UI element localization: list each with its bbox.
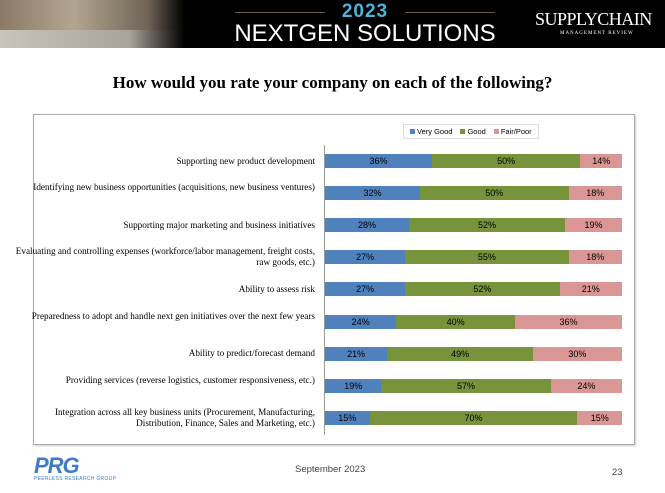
legend-label: Good [467, 127, 486, 136]
category-label: Integration across all key business unit… [55, 406, 315, 428]
legend-item: Fair/Poor [493, 127, 532, 136]
bar-good: 57% [381, 378, 551, 393]
category-label: Providing services (reverse logistics, c… [65, 374, 315, 385]
bar-fair-poor: 24% [550, 378, 622, 393]
bar-fair-poor: 21% [559, 282, 622, 297]
bar-very-good: 19% [325, 378, 382, 393]
category-label: Supporting major marketing and business … [123, 219, 315, 230]
legend-item: Very Good [410, 127, 452, 136]
supply-chain-logo-sub: MANAGEMENT REVIEW [560, 31, 634, 36]
category-label: Ability to predict/forecast demand [188, 348, 315, 359]
supply-chain-logo: SUPPLYCHAIN [535, 9, 652, 29]
category-label: Ability to assess risk [238, 283, 315, 294]
bar-good: 70% [369, 410, 578, 425]
category-label: Identifying new business opportunities (… [33, 182, 315, 193]
header-title: NEXTGEN SOLUTIONS [234, 20, 496, 47]
footer-date: September 2023 [295, 464, 366, 475]
prg-logo-sub: PEERLESS RESEARCH GROUP [34, 476, 117, 482]
warehouse-image [0, 0, 185, 48]
category-axis [324, 145, 325, 435]
bar-good: 55% [405, 250, 569, 265]
bar-fair-poor: 30% [532, 346, 622, 361]
bar-good: 52% [405, 282, 560, 297]
bar-good: 50% [420, 186, 569, 201]
category-label: Preparedness to adopt and handle next ge… [31, 310, 315, 321]
bar-good: 50% [431, 154, 581, 168]
bar-fair-poor: 14% [580, 154, 622, 168]
prg-logo: PRG [34, 453, 80, 478]
legend-swatch [493, 129, 499, 134]
bar-good: 52% [409, 218, 565, 233]
header-year: 2023 [341, 1, 389, 22]
bar-very-good: 28% [325, 218, 409, 233]
bar-good: 40% [396, 314, 516, 329]
bar-very-good: 36% [325, 154, 432, 168]
bar-very-good: 32% [325, 186, 421, 201]
bar-very-good: 15% [325, 410, 370, 425]
bar-very-good: 24% [325, 314, 397, 329]
category-label: Supporting new product development [176, 155, 315, 166]
legend-item: Good [460, 127, 486, 136]
bar-fair-poor: 15% [577, 410, 622, 425]
bar-fair-poor: 18% [568, 186, 622, 201]
bar-very-good: 27% [325, 250, 406, 265]
chart-area [33, 114, 635, 445]
bar-fair-poor: 36% [515, 314, 622, 329]
bar-fair-poor: 18% [568, 250, 622, 265]
legend-swatch [460, 129, 466, 134]
category-label: Evaluating and controlling expenses (wor… [15, 246, 315, 268]
divider [235, 12, 325, 13]
legend-label: Fair/Poor [500, 127, 532, 136]
page-number: 23 [612, 467, 623, 478]
legend: Very Good Good Fair/Poor [403, 124, 539, 139]
legend-label: Very Good [417, 127, 453, 136]
header-banner: 2023 NEXTGEN SOLUTIONS SUPPLYCHAIN MANAG… [0, 0, 665, 48]
slide-title: How would you rate your company on each … [112, 73, 553, 92]
legend-swatch [410, 129, 415, 134]
bar-very-good: 21% [325, 346, 388, 361]
bar-very-good: 27% [325, 282, 406, 297]
bar-good: 49% [387, 346, 533, 361]
divider [405, 12, 495, 13]
bar-fair-poor: 19% [565, 218, 622, 233]
